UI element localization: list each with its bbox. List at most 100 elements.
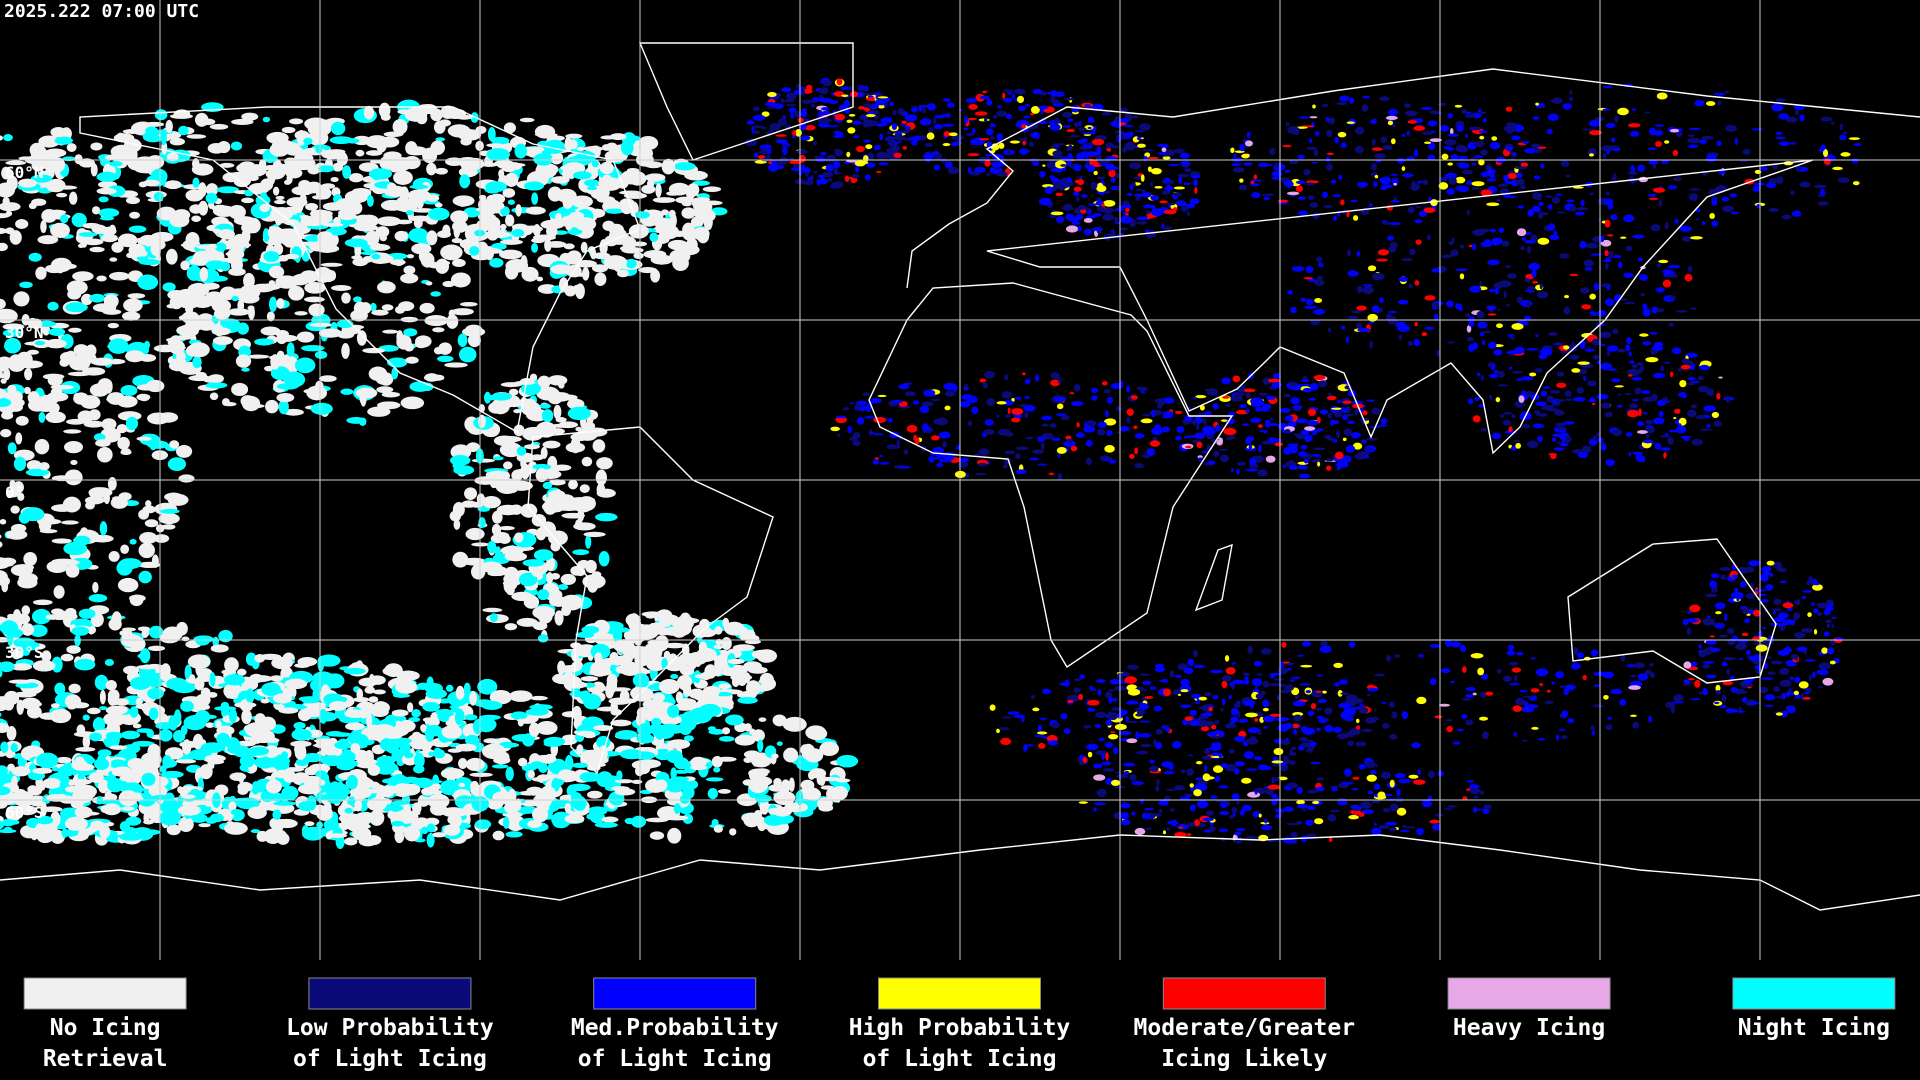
- icing-cell: [764, 101, 776, 107]
- cloud-cell: [615, 665, 629, 674]
- cloud-cell: [314, 350, 328, 359]
- cloud-cell: [61, 828, 68, 838]
- cloud-cell: [670, 767, 677, 780]
- icing-cell: [1392, 124, 1396, 127]
- icing-cell: [1466, 209, 1470, 216]
- icing-cell: [1040, 106, 1044, 115]
- icing-cell: [1337, 131, 1347, 138]
- cloud-cell: [587, 185, 598, 191]
- cloud-cell: [164, 180, 182, 190]
- icing-cell: [1729, 193, 1738, 198]
- icing-cell: [1503, 124, 1517, 133]
- icing-cell: [1063, 203, 1072, 209]
- cloud-cell: [270, 366, 290, 381]
- icing-cell: [834, 113, 845, 121]
- cloud-cell: [301, 826, 325, 841]
- icing-cell: [1356, 181, 1369, 187]
- cloud-cell: [643, 250, 667, 259]
- icing-cell: [1354, 126, 1365, 135]
- icing-cell: [1623, 214, 1635, 223]
- cloud-cell: [502, 188, 516, 198]
- icing-cell: [1717, 99, 1722, 106]
- cloud-cell: [370, 302, 377, 312]
- cloud-cell: [633, 252, 644, 260]
- cloud-cell: [584, 179, 600, 187]
- icing-cell: [782, 115, 787, 119]
- icing-cell: [1799, 181, 1811, 188]
- cloud-cell: [116, 423, 128, 434]
- icing-cell: [1851, 158, 1859, 164]
- cloud-cell: [679, 665, 695, 676]
- icing-cell: [1457, 185, 1470, 193]
- icing-cell: [1396, 157, 1405, 164]
- icing-cell: [941, 123, 954, 127]
- cloud-cell: [408, 215, 432, 222]
- cloud-cell: [465, 324, 483, 335]
- icing-cell: [1404, 103, 1411, 109]
- icing-cell: [1768, 178, 1780, 184]
- icing-cell: [1575, 207, 1589, 211]
- cloud-cell: [109, 161, 123, 167]
- icing-cell: [1794, 109, 1799, 116]
- cloud-cell: [541, 409, 554, 423]
- icing-cell: [1471, 187, 1481, 190]
- cloud-cell: [320, 262, 343, 267]
- icing-cell: [1180, 205, 1189, 212]
- cloud-cell: [343, 667, 366, 675]
- icing-cell: [817, 178, 829, 185]
- cloud-cell: [17, 576, 38, 589]
- icing-cell: [826, 154, 837, 163]
- cloud-cell: [363, 105, 375, 120]
- icing-cell: [933, 164, 941, 171]
- icing-cell: [1088, 120, 1095, 123]
- cloud-cell: [204, 754, 226, 763]
- cloud-cell: [0, 557, 17, 566]
- cloud-cell: [575, 426, 583, 432]
- icing-cell: [1584, 348, 1595, 352]
- icing-cell: [1136, 216, 1148, 221]
- icing-cell: [1164, 226, 1173, 230]
- cloud-cell: [585, 535, 592, 549]
- cloud-cell: [403, 265, 416, 275]
- icing-cell: [1524, 239, 1537, 244]
- icing-cell: [1694, 100, 1705, 107]
- cloud-cell: [291, 185, 314, 196]
- cloud-cell: [121, 311, 141, 321]
- icing-cell: [1069, 134, 1081, 138]
- icing-cell: [923, 153, 935, 160]
- icing-cell: [1612, 328, 1619, 335]
- icing-cell: [1742, 148, 1752, 155]
- cloud-cell: [308, 303, 325, 317]
- icing-cell: [1632, 234, 1645, 239]
- cloud-cell: [531, 242, 539, 253]
- cloud-cell: [115, 698, 130, 706]
- icing-cell: [1429, 110, 1441, 114]
- icing-cell: [833, 168, 839, 176]
- cloud-cell: [233, 748, 251, 753]
- cloud-cell: [625, 258, 637, 269]
- cloud-cell: [353, 296, 362, 303]
- cloud-cell: [78, 608, 96, 619]
- cloud-cell: [457, 333, 468, 347]
- icing-cell: [1424, 326, 1435, 330]
- icing-cell: [1073, 186, 1082, 192]
- cloud-cell: [377, 281, 396, 294]
- cloud-cell: [620, 201, 633, 215]
- cloud-cell: [89, 246, 105, 253]
- icing-cell: [967, 166, 972, 174]
- cloud-cell: [638, 267, 658, 274]
- cloud-cell: [304, 117, 328, 131]
- icing-cell: [876, 170, 882, 174]
- icing-cell: [1516, 172, 1523, 179]
- cloud-cell: [195, 693, 211, 707]
- cloud-cell: [64, 816, 88, 831]
- cloud-cell: [15, 415, 29, 426]
- cloud-cell: [72, 271, 94, 282]
- icing-cell: [1246, 131, 1251, 139]
- cloud-cell: [475, 206, 496, 213]
- icing-cell: [855, 165, 860, 173]
- icing-cell: [1120, 232, 1125, 236]
- icing-cell: [1076, 196, 1080, 202]
- cloud-cell: [444, 108, 467, 120]
